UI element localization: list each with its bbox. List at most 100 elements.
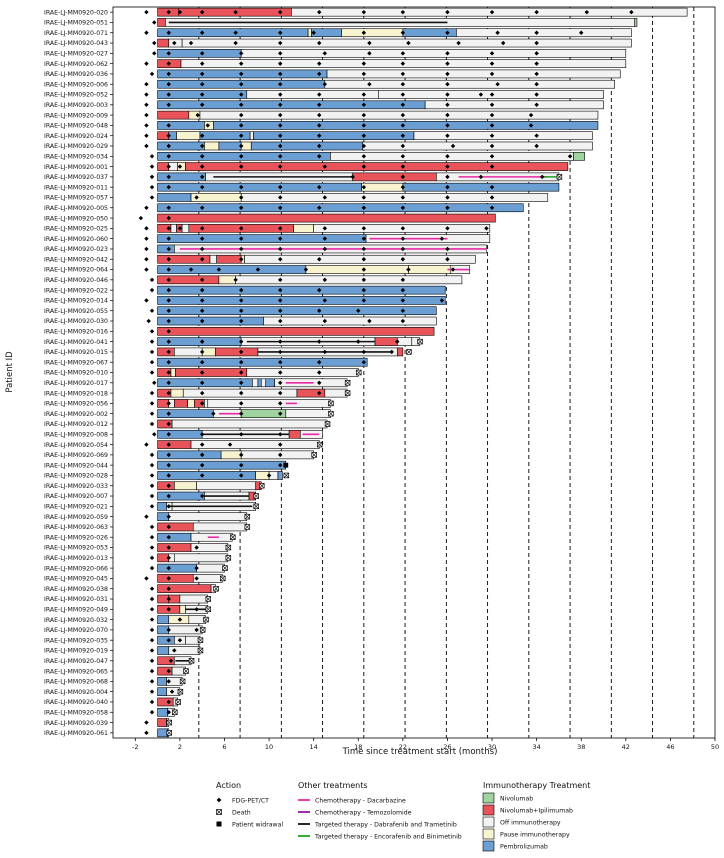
pet-ct-marker [361,9,367,15]
pet-ct-marker [216,267,222,272]
patient-id-label: IRAE-LJ-MM0920-033 [44,483,108,490]
pet-ct-marker [445,174,450,180]
treatment-segment [573,151,585,161]
pet-ct-marker [361,133,367,138]
pet-ct-marker [361,195,367,200]
pet-ct-marker [317,257,322,262]
treatment-segment [157,213,496,223]
pet-ct-marker [317,154,322,159]
treatment-segment [157,635,175,645]
death-marker-cross [166,730,172,736]
treatment-segment [157,357,368,367]
pet-ct-marker [239,308,244,313]
pet-ct-marker [199,308,205,313]
patient-id-label: IRAE-LJ-MM0920-018 [44,390,108,397]
treatment-segment [170,224,177,233]
pet-ct-marker [166,246,171,252]
pet-ct-marker [278,432,283,437]
pet-ct-marker [239,102,244,108]
pet-ct-marker [166,401,171,406]
pet-ct-marker [278,442,283,447]
treatment-segment [157,234,367,243]
patient-id-label: IRAE-LJ-MM0920-011 [44,184,108,191]
pet-ct-marker [239,432,244,437]
pet-ct-marker [166,308,171,313]
pet-ct-marker [199,401,205,406]
pet-ct-marker [367,318,372,324]
pet-ct-marker [149,411,155,416]
pet-ct-marker [361,298,367,303]
pet-ct-marker [149,679,155,684]
pet-ct-marker [278,123,283,128]
pet-ct-marker [400,92,406,97]
pet-ct-marker [489,154,495,159]
legend-immuno-label: Nivolumab+Ipilimumab [500,807,573,814]
pet-ct-marker [166,565,171,571]
treatment-segment [157,543,192,552]
x-tick-label: 14 [310,743,318,751]
pet-ct-marker [239,92,244,97]
pet-ct-marker [166,710,171,715]
pet-ct-marker [500,40,506,46]
pet-ct-marker [239,287,244,293]
legend-action-label: Patient widrawal [232,821,283,828]
pet-ct-marker [367,51,372,56]
x-tick-label: -2 [132,743,138,751]
pet-ct-marker [166,92,171,97]
pet-ct-marker [149,421,155,427]
pet-ct-marker [149,329,155,334]
pet-ct-marker [166,432,171,437]
x-tick-label: 42 [622,743,630,751]
pet-ct-marker [149,586,155,591]
treatment-segment [408,265,452,274]
treatment-segment [176,131,201,141]
pet-ct-marker [317,390,322,396]
patient-id-label: IRAE-LJ-MM0920-042 [44,256,108,263]
pet-ct-marker [166,215,171,221]
pet-ct-marker [149,607,155,612]
treatment-segment [175,368,248,377]
legend-immuno-label: Off immunotherapy [500,819,561,826]
x-tick-label: 2 [178,743,182,751]
treatment-segment [157,522,194,532]
pet-ct-marker [484,226,489,231]
pet-ct-marker [149,648,155,653]
patient-id-label: IRAE-LJ-MM0920-071 [44,30,108,37]
pet-ct-marker [361,61,367,66]
pet-ct-marker [239,61,244,66]
pet-ct-marker [166,30,171,35]
patient-id-label: IRAE-LJ-MM0920-056 [44,401,108,408]
treatment-segment [265,378,275,388]
treatment-segment [311,28,342,38]
pet-ct-marker [149,710,155,715]
treatment-segment [157,718,167,727]
pet-ct-marker [534,9,539,15]
pet-ct-marker [166,555,171,561]
legend-immuno-swatch [482,792,495,804]
pet-ct-marker [445,71,450,77]
pet-ct-marker [445,112,450,118]
death-marker-cross [213,586,219,592]
pet-ct-marker [149,339,155,344]
pet-ct-marker [199,226,205,231]
treatment-segment [250,141,364,151]
pet-ct-marker [278,349,283,355]
pet-ct-marker [144,205,149,210]
pet-ct-marker [166,329,171,334]
pet-ct-marker [149,627,155,633]
death-marker-cross [172,709,178,715]
pet-ct-marker [194,627,199,633]
pet-ct-marker [400,154,406,159]
pet-ct-marker [166,545,171,550]
pet-ct-marker [149,349,155,355]
pet-ct-marker [166,236,171,241]
pet-ct-marker [356,339,361,344]
legend-action-label: FDG-PET/CT [232,797,269,804]
legend-action-label: Death [232,809,251,816]
patient-id-label: IRAE-LJ-MM0920-057 [44,195,108,202]
death-marker-cross [328,411,334,417]
pet-ct-marker [406,267,411,272]
pet-ct-marker [278,92,283,97]
pet-ct-marker [144,82,149,87]
pet-ct-marker [489,9,495,15]
